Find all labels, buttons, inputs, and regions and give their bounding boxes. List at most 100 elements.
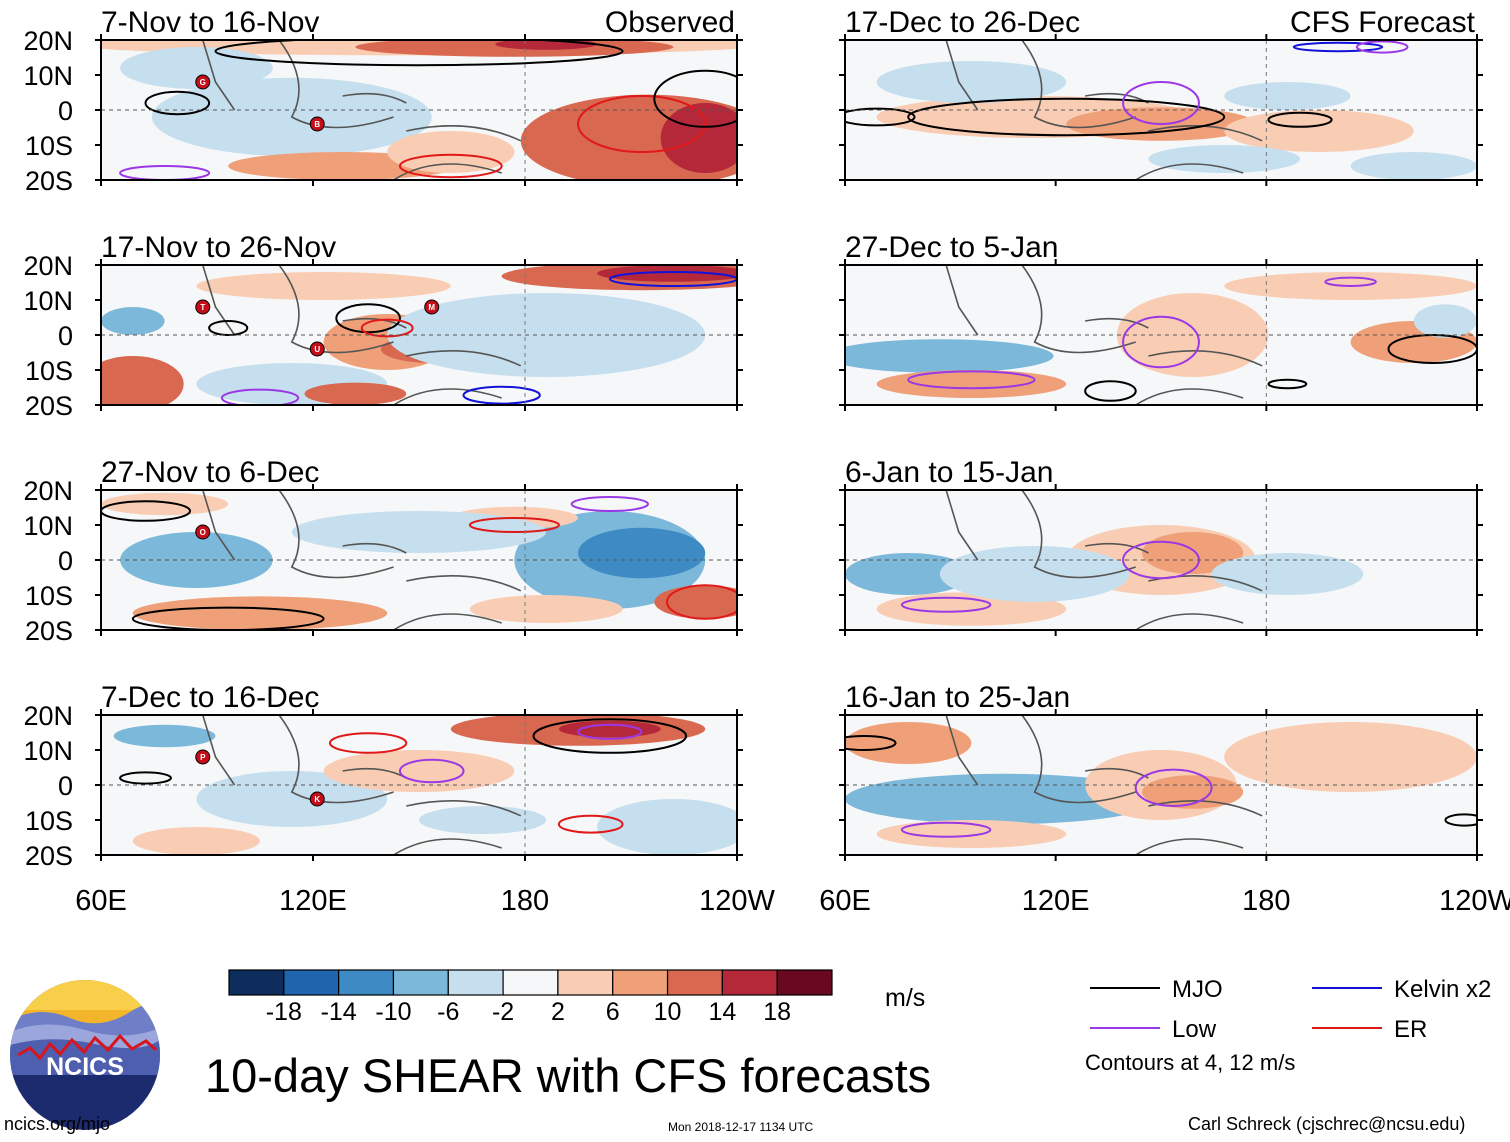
storm-marker-t: T [195, 299, 211, 315]
shear-anomaly-patch [1224, 722, 1477, 792]
colorbar-tick-label: 18 [763, 998, 791, 1026]
shear-anomaly-patch [876, 370, 1067, 398]
wave-contour [1355, 40, 1409, 54]
wave-contour [208, 320, 249, 336]
column-label: Observed [605, 6, 735, 39]
wave-contour [468, 517, 560, 533]
colorbar-tick-label: -14 [321, 998, 357, 1026]
shear-anomaly-patch [1350, 152, 1477, 180]
y-tick-label: 20S [25, 841, 73, 871]
legend-label: ER [1394, 1016, 1427, 1043]
coastline [945, 715, 1263, 855]
shear-anomaly-patch [597, 799, 737, 855]
colorbar-swatch [776, 969, 833, 996]
logo-text: NCICS [46, 1053, 124, 1081]
shear-anomaly-patch [1142, 775, 1244, 809]
storm-marker-p: P [195, 749, 211, 765]
legend-label: Kelvin x2 [1394, 976, 1491, 1003]
wave-contour [119, 165, 211, 180]
footer-author: Carl Schreck (cjschrec@ncsu.edu) [1188, 1114, 1466, 1134]
colorbar-swatch [557, 969, 614, 996]
panel-title: 7-Nov to 16-Nov [101, 6, 319, 39]
shear-anomaly-patch [120, 532, 273, 588]
colorbar-swatch [721, 969, 778, 996]
storm-marker-k: K [309, 791, 325, 807]
colorbar-swatch [502, 969, 559, 996]
panel-title: 17-Dec to 26-Dec [845, 6, 1080, 39]
x-tick-label: 60E [75, 885, 127, 917]
contour-note: Contours at 4, 12 m/s [1085, 1050, 1296, 1075]
x-tick-label: 120E [279, 885, 347, 917]
legend-label: Low [1172, 1016, 1217, 1043]
shear-anomaly-patch [578, 527, 706, 579]
wave-contour [1292, 41, 1384, 53]
shear-anomaly-patch [113, 724, 216, 748]
shear-anomaly-patch [1224, 110, 1414, 152]
y-tick-label: 10S [25, 581, 73, 611]
panels-layer: 20N 10N 0 10S 20S G B 7-Nov to 16-Nov Observed 20… [23, 6, 1510, 917]
y-tick-label: 20N [23, 251, 73, 281]
y-tick-label: 20N [23, 701, 73, 731]
y-tick-label: 0 [58, 96, 73, 126]
shear-anomaly-patch [132, 596, 388, 630]
y-tick-label: 10S [25, 131, 73, 161]
wave-contour [1084, 380, 1137, 402]
y-tick-label: 10S [25, 806, 73, 836]
coastline [201, 715, 522, 855]
coastline [945, 265, 1263, 405]
wave-contour [1324, 276, 1377, 287]
y-tick-label: 20S [25, 166, 73, 196]
panel-7: 6-Jan to 15-Jan [839, 456, 1483, 636]
wave-contour [557, 814, 624, 834]
colorbar-tick-label: -18 [266, 998, 302, 1026]
storm-letter: K [314, 795, 320, 804]
shear-anomaly-patch [387, 293, 706, 377]
legend-label: MJO [1172, 976, 1223, 1003]
wave-contour [214, 40, 624, 67]
panel-2: 20N 10N 0 10S 20S T U M 17-Nov to 26-Nov [23, 231, 743, 421]
shear-anomaly-patch [419, 806, 547, 834]
shear-anomaly-patch [1148, 145, 1301, 173]
shear-anomaly-patch [597, 265, 737, 282]
panel-title: 6-Jan to 15-Jan [845, 456, 1053, 489]
y-tick-label: 10N [23, 511, 73, 541]
wave-contour [1122, 315, 1200, 369]
coastline [201, 490, 522, 630]
wave-contour [360, 318, 414, 338]
shear-anomaly-patch [196, 771, 388, 827]
shear-anomaly-patch [876, 61, 1067, 103]
shear-anomaly-patch [323, 750, 515, 792]
panel-1: 20N 10N 0 10S 20S G B 7-Nov to 16-Nov Observed [23, 6, 743, 196]
wave-contour [1134, 768, 1213, 807]
colorbar-tick-label: -6 [437, 998, 459, 1026]
column-label: CFS Forecast [1290, 6, 1476, 39]
storm-letter: B [314, 120, 320, 129]
wave-contour [907, 370, 1036, 390]
y-tick-label: 20N [23, 26, 73, 56]
y-tick-label: 0 [58, 321, 73, 351]
storm-letter: O [200, 528, 206, 537]
colorbar-swatch [666, 969, 723, 996]
wave-contour [570, 496, 649, 512]
storm-letter: P [200, 753, 206, 762]
wave-contour [845, 107, 916, 127]
y-tick-label: 10N [23, 736, 73, 766]
shear-anomaly-patch [845, 339, 1054, 373]
x-tick-label: 120W [699, 885, 775, 917]
colorbar-tick-label: -10 [375, 998, 411, 1026]
legend-item-kelvin-x2: Kelvin x2 [1312, 976, 1491, 1003]
shear-anomaly-patch [1211, 553, 1364, 595]
storm-marker-b: B [309, 116, 325, 132]
footer-url-link[interactable]: ncics.org/mjo [4, 1114, 111, 1134]
colorbar-swatch [228, 969, 285, 996]
wave-contour [328, 732, 408, 754]
y-tick-label: 20N [23, 476, 73, 506]
colorbar-tick-label: 2 [551, 998, 565, 1026]
colorbar-swatch [392, 969, 449, 996]
colorbar-tick-label: 6 [606, 998, 620, 1026]
panel-title: 17-Nov to 26-Nov [101, 231, 336, 264]
ncics-logo: NCICS [10, 980, 160, 1130]
storm-letter: G [200, 78, 206, 87]
panel-title: 27-Nov to 6-Dec [101, 456, 319, 489]
